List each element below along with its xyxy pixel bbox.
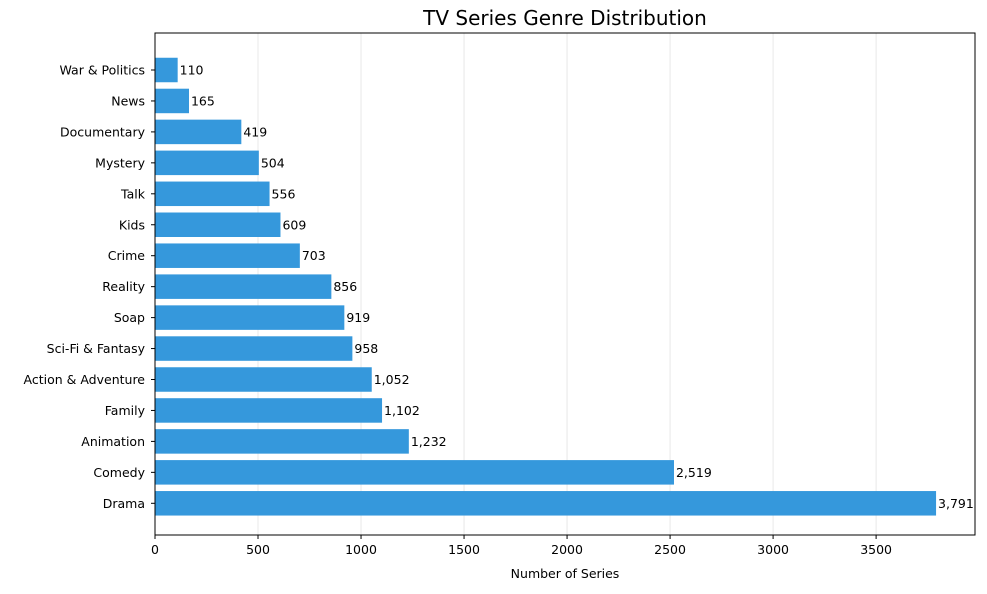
y-tick-label: Mystery (95, 155, 145, 170)
bar-value-label: 165 (191, 93, 215, 108)
x-tick-label: 1000 (345, 542, 377, 557)
x-tick-label: 500 (246, 542, 270, 557)
bar (155, 150, 259, 176)
y-tick-label: Kids (119, 217, 145, 232)
bar-value-label: 919 (346, 310, 370, 325)
y-tick-label: News (111, 93, 145, 108)
bar-value-label: 1,102 (384, 403, 420, 418)
y-tick-label: Comedy (93, 465, 145, 480)
bar (155, 398, 383, 423)
bar (155, 212, 281, 237)
bar-value-label: 958 (354, 341, 378, 356)
bar-value-label: 419 (243, 124, 267, 139)
bar (155, 305, 345, 330)
bar-value-label: 2,519 (676, 465, 712, 480)
bar-value-label: 609 (282, 217, 306, 232)
grid (257, 33, 877, 535)
x-axis-label: Number of Series (511, 566, 620, 581)
y-tick-label: Documentary (60, 124, 146, 139)
bar (155, 336, 353, 361)
value-labels: 110 165 419 504 556 609 703 856 919 958 1,052 1,102… (180, 63, 974, 511)
bar-value-label: 1,052 (374, 372, 410, 387)
x-tick-label: 3500 (860, 542, 892, 557)
bar (155, 367, 372, 392)
bar-value-label: 3,791 (938, 496, 974, 511)
bars (155, 57, 937, 516)
bar (155, 460, 674, 485)
x-tick-label: 3000 (757, 542, 789, 557)
bar-value-label: 1,232 (411, 434, 447, 449)
bar (155, 491, 937, 516)
bar-value-label: 504 (261, 155, 285, 170)
x-axis-ticks: 0 500 1000 1500 2000 2500 3000 3500 (151, 535, 892, 557)
x-tick-label: 2000 (551, 542, 583, 557)
bar-value-label: 703 (302, 248, 326, 263)
chart-title: TV Series Genre Distribution (422, 6, 707, 30)
y-tick-label: Talk (120, 186, 146, 201)
bar-value-label: 856 (333, 279, 357, 294)
y-axis-ticks: War & Politics News Documentary Mystery Talk… (24, 63, 155, 511)
y-tick-label: Crime (108, 248, 146, 263)
bar (155, 119, 242, 145)
y-tick-label: Soap (114, 310, 145, 325)
x-tick-label: 1500 (448, 542, 480, 557)
y-tick-label: Action & Adventure (24, 372, 146, 387)
y-tick-label: Sci-Fi & Fantasy (47, 341, 146, 356)
bar (155, 88, 189, 114)
plot-frame (154, 32, 976, 536)
bar (155, 243, 300, 268)
y-tick-label: Animation (81, 434, 145, 449)
x-tick-label: 0 (151, 542, 159, 557)
bar-value-label: 556 (272, 186, 296, 201)
bar (155, 274, 332, 299)
y-tick-label: Family (105, 403, 146, 418)
bar (155, 181, 270, 207)
bar (155, 57, 178, 83)
x-tick-label: 2500 (654, 542, 686, 557)
y-tick-label: Reality (102, 279, 145, 294)
bar-value-label: 110 (180, 63, 204, 78)
y-tick-label: Drama (103, 496, 145, 511)
bar (155, 429, 409, 454)
y-tick-label: War & Politics (60, 63, 146, 78)
